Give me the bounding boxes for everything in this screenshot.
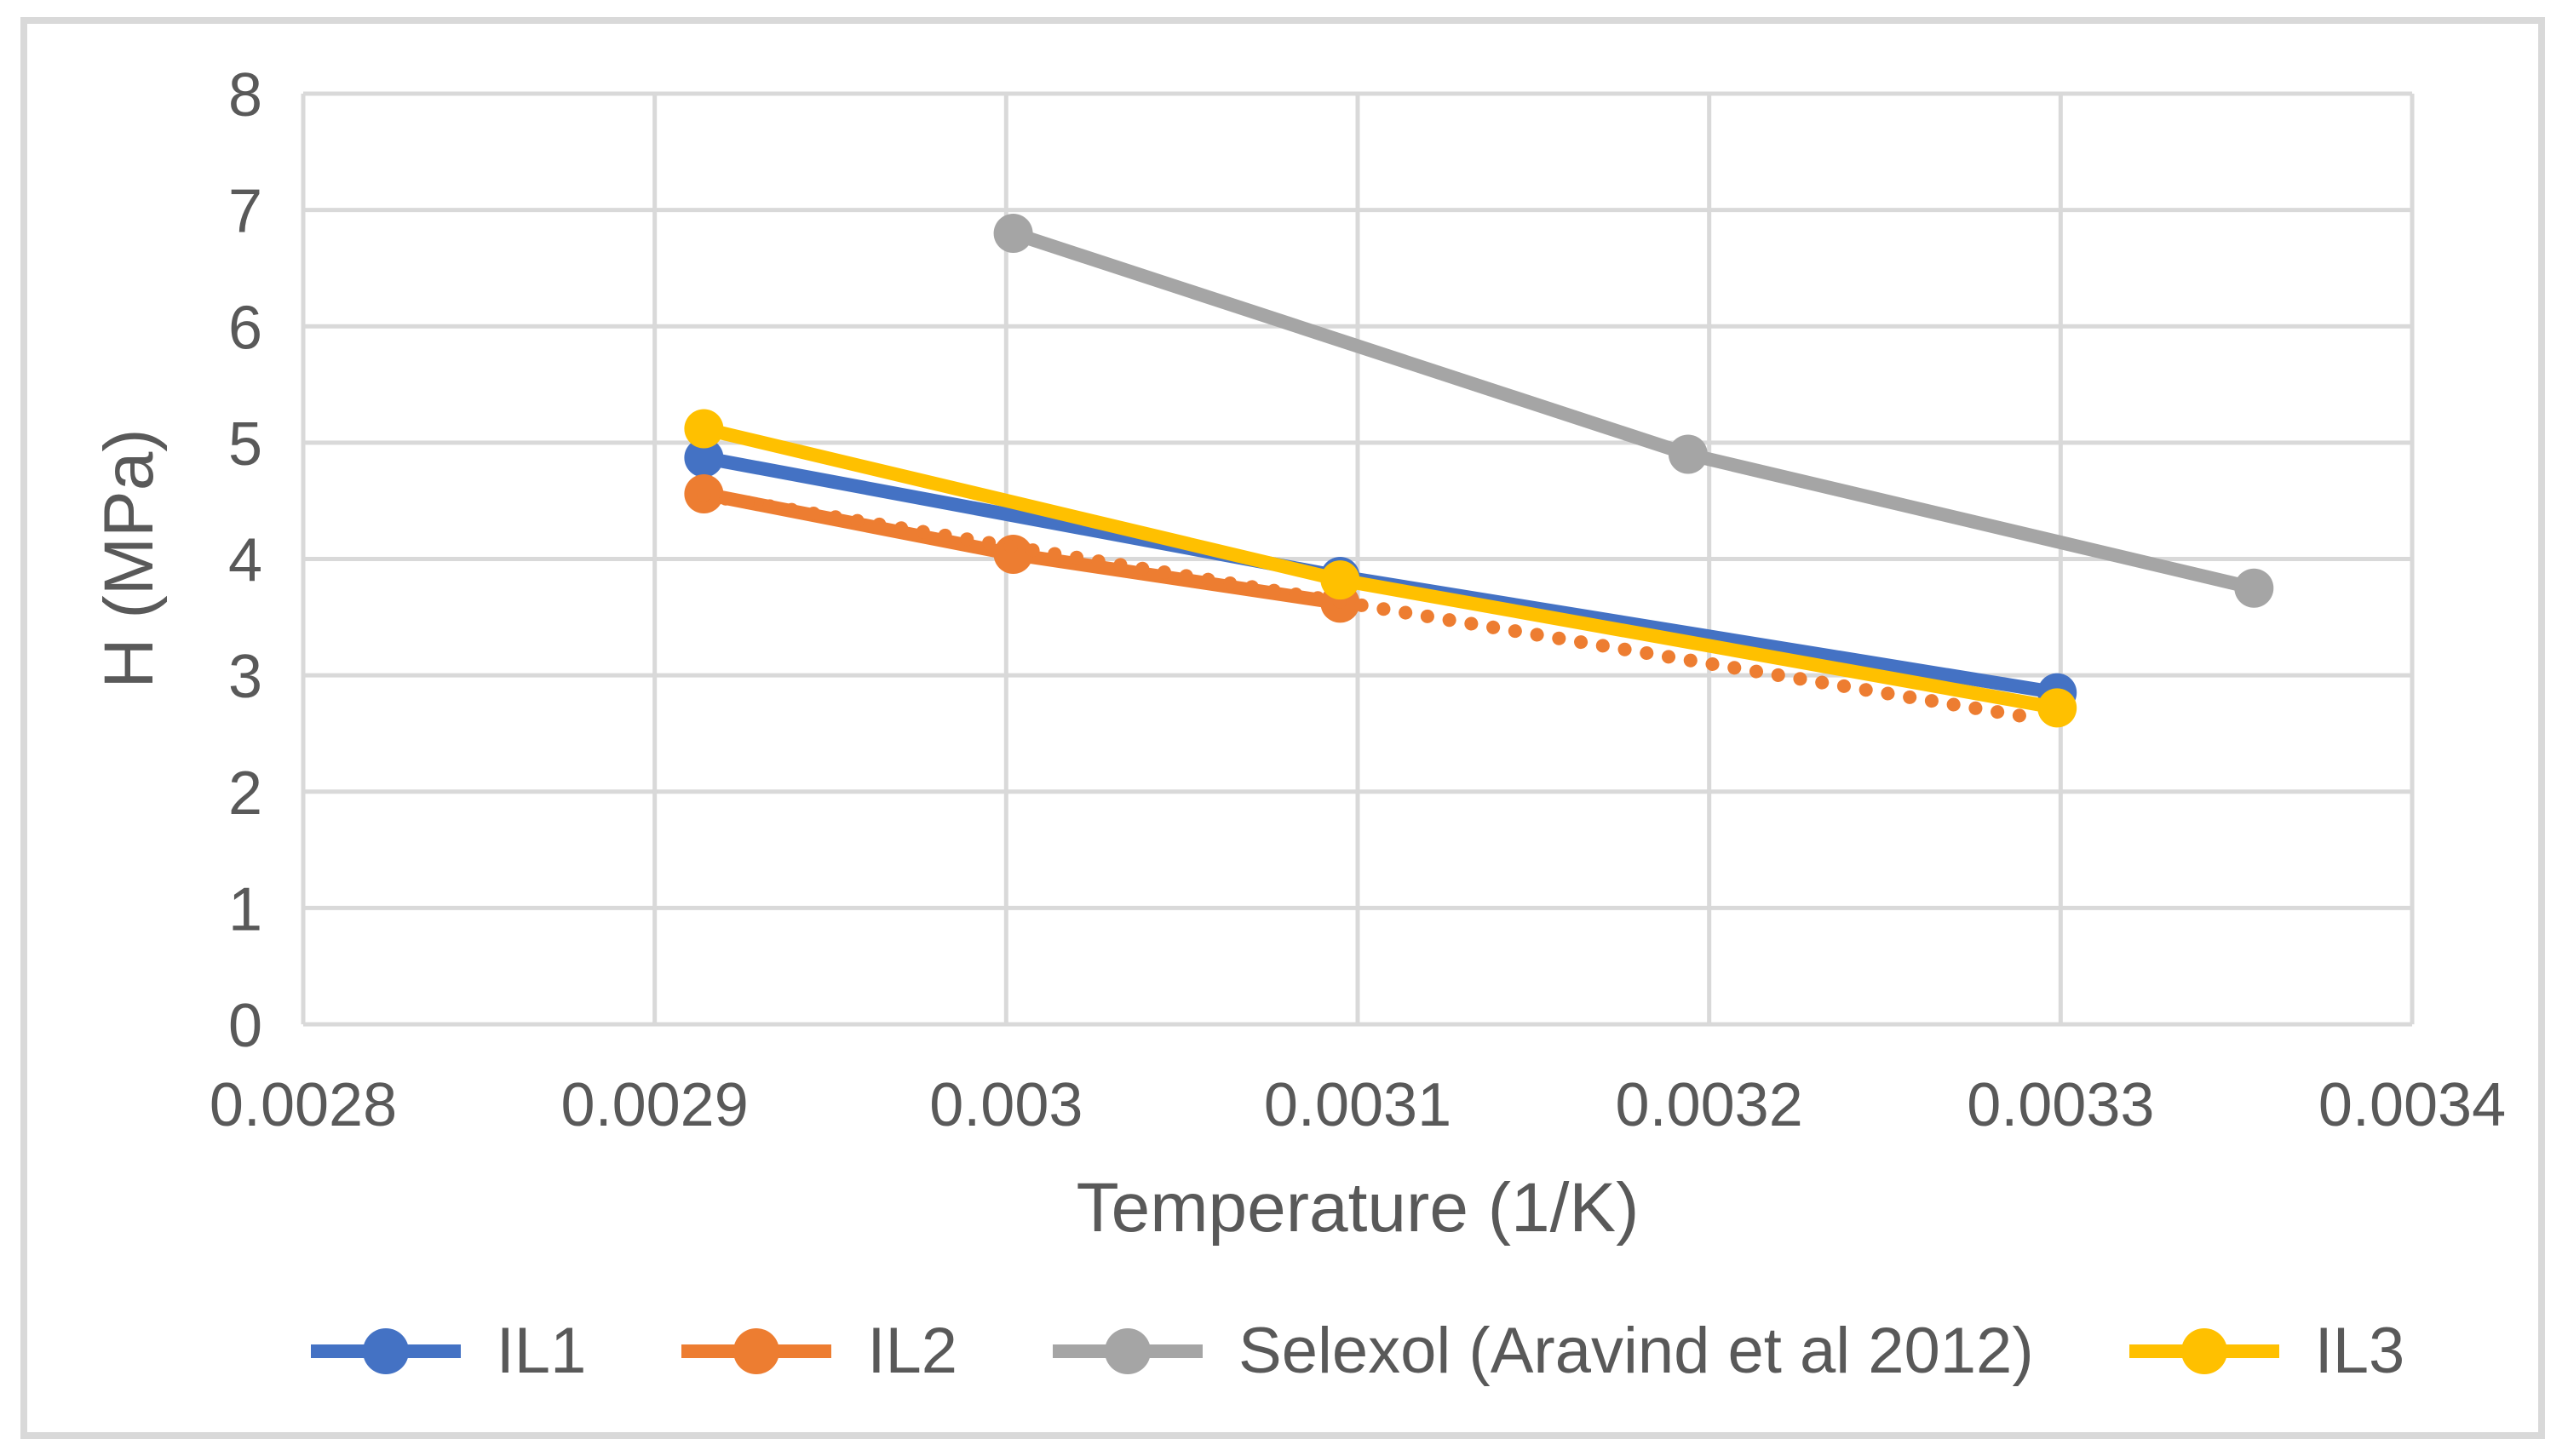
tick-labels: 0 1 2 3 4 5 6 7 8 0.0028 0.0029 0.003 0.0031 0.0032 0.…	[210, 61, 2506, 1139]
legend-label: IL2	[867, 1315, 957, 1387]
y-axis-title: H (MPa)	[90, 428, 168, 689]
data-point-marker	[2037, 688, 2077, 728]
legend-circle	[733, 1328, 780, 1374]
series-line	[697, 421, 2065, 715]
legend-item-selexol-aravind-et-al-2012-: Selexol (Aravind et al 2012)	[1053, 1319, 2034, 1384]
series-il3	[684, 409, 2077, 728]
data-point-marker	[993, 535, 1033, 574]
x-tick-label: 0.0031	[1264, 1071, 1451, 1139]
legend-label: IL1	[496, 1315, 587, 1387]
legend-label: IL3	[2314, 1315, 2405, 1387]
y-tick-label: 4	[228, 527, 262, 595]
data-point-marker	[1320, 560, 1360, 600]
data-point-marker	[993, 214, 1033, 253]
legend-item-il3: IL3	[2129, 1315, 2405, 1387]
x-tick-label: 0.0033	[1967, 1071, 2154, 1139]
x-tick-label: 0.0029	[561, 1071, 749, 1139]
legend-item-il1: IL1	[310, 1315, 587, 1387]
series-il2-dotted-trend	[697, 488, 2043, 725]
legend: IL1 IL2 Selexol (Aravind et al 2012) IL3	[303, 1304, 2412, 1398]
y-tick-label: 5	[228, 410, 262, 479]
legend-circle	[362, 1328, 409, 1374]
data-point-marker	[1668, 434, 1708, 474]
legend-marker-icon	[1053, 1328, 1203, 1374]
y-tick-label: 2	[228, 760, 262, 828]
x-axis-title: Temperature (1/K)	[1076, 1169, 1640, 1247]
y-tick-label: 1	[228, 875, 262, 943]
y-tick-label: 3	[228, 643, 262, 711]
data-point-marker	[684, 438, 724, 478]
chart-outer-border	[20, 17, 2545, 1439]
x-tick-label: 0.003	[929, 1071, 1083, 1139]
y-tick-label: 0	[228, 992, 262, 1060]
gridlines	[301, 91, 2415, 1027]
series-line	[1006, 226, 2261, 595]
y-tick-label: 7	[228, 178, 262, 246]
data-point-marker	[684, 409, 724, 449]
legend-label: Selexol (Aravind et al 2012)	[1238, 1315, 2034, 1387]
y-tick-label: 6	[228, 294, 262, 362]
legend-marker-icon	[2129, 1328, 2279, 1374]
legend-circle	[1105, 1328, 1151, 1374]
x-tick-label: 0.0028	[210, 1071, 397, 1139]
x-tick-label: 0.0034	[2318, 1071, 2506, 1139]
legend-marker-icon	[681, 1328, 832, 1374]
x-tick-label: 0.0032	[1616, 1071, 1803, 1139]
series-line	[697, 488, 2043, 725]
series-il2	[684, 474, 1360, 623]
legend-item-il2: IL2	[681, 1319, 957, 1384]
y-tick-label: 8	[228, 61, 262, 129]
series-selexol-aravind-et-al-2012-	[993, 214, 2274, 608]
legend-circle	[2180, 1328, 2227, 1374]
legend-marker-icon	[310, 1328, 461, 1374]
data-point-marker	[2234, 568, 2274, 608]
